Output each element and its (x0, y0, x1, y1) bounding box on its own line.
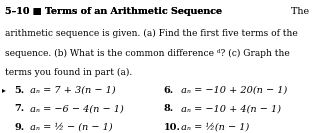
Text: The ₙth term of an: The ₙth term of an (285, 7, 312, 16)
Text: aₙ = ½ − (n − 1): aₙ = ½ − (n − 1) (27, 123, 112, 132)
Text: 8.: 8. (164, 104, 174, 113)
Text: 10.: 10. (164, 123, 181, 132)
Text: ▸: ▸ (2, 86, 5, 94)
Text: 7.: 7. (14, 104, 24, 113)
Text: 6.: 6. (164, 86, 174, 95)
Text: 5.: 5. (14, 86, 24, 95)
Text: terms you found in part (a).: terms you found in part (a). (5, 68, 132, 77)
Text: arithmetic sequence is given. ​(a)​ Find the first five terms of the: arithmetic sequence is given. ​(a)​ Find… (5, 29, 297, 38)
Text: sequence. ​(b)​ What is the common difference ​ᵈ​? ​(c)​ Graph the: sequence. ​(b)​ What is the common diffe… (5, 49, 290, 58)
Text: 5–10 ■ Terms of an Arithmetic Sequence: 5–10 ■ Terms of an Arithmetic Sequence (5, 7, 222, 16)
Text: 5–10 ■ Terms of an Arithmetic Sequence: 5–10 ■ Terms of an Arithmetic Sequence (5, 7, 222, 16)
Text: aₙ = −6 − 4(n − 1): aₙ = −6 − 4(n − 1) (27, 104, 123, 113)
Text: 9.: 9. (14, 123, 24, 132)
Text: aₙ = ½(n − 1): aₙ = ½(n − 1) (178, 123, 249, 132)
Text: aₙ = −10 + 20(n − 1): aₙ = −10 + 20(n − 1) (178, 86, 287, 95)
Text: aₙ = −10 + 4(n − 1): aₙ = −10 + 4(n − 1) (178, 104, 281, 113)
Text: aₙ = 7 + 3(n − 1): aₙ = 7 + 3(n − 1) (27, 86, 115, 95)
